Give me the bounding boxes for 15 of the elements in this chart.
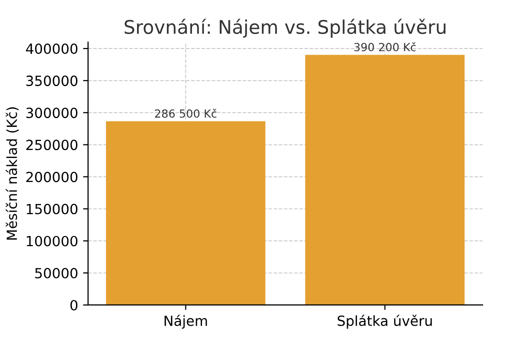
y-tick-label: 250000 — [26, 140, 78, 150]
y-axis-title: Měsíční náklad (Kč) — [6, 107, 19, 240]
data-label: 286 500 Kč — [155, 108, 216, 118]
data-label: 390 200 Kč — [354, 42, 416, 52]
x-tick-label: Splátka úvěru — [338, 314, 432, 329]
y-tick-label: 350000 — [26, 76, 78, 86]
y-tick-label: 50000 — [35, 268, 78, 278]
y-tick-label: 100000 — [26, 236, 78, 246]
y-tick-label: 0 — [70, 300, 78, 310]
y-tick-label: 150000 — [26, 204, 78, 214]
y-tick-label: 200000 — [26, 172, 78, 182]
x-tick-label: Nájem — [164, 314, 207, 329]
y-tick-label: 400000 — [26, 44, 78, 54]
chart-title: Srovnání: Nájem vs. Splátka úvěru — [124, 18, 446, 38]
y-tick-label: 300000 — [26, 108, 78, 118]
